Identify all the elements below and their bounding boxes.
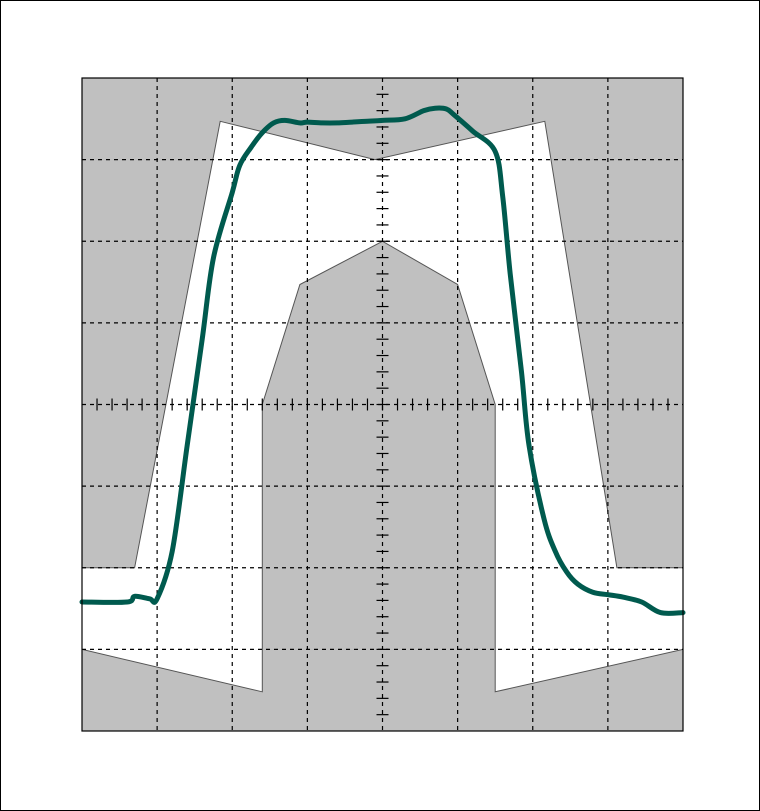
signal-trace (79, 105, 686, 616)
plot-border (81, 77, 684, 732)
center-axis-ticks (82, 78, 683, 731)
graticule (82, 78, 683, 731)
